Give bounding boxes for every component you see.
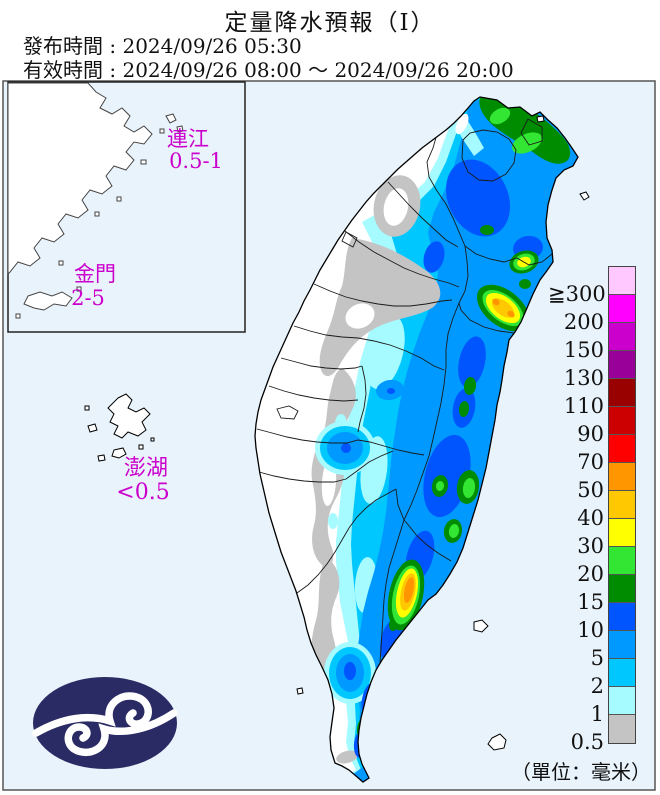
legend-swatch (609, 407, 635, 435)
legend-swatch (609, 547, 635, 575)
kinmen-value: 2-5 (71, 286, 105, 310)
penghu-main-island (107, 393, 151, 439)
legend-swatch (609, 715, 635, 743)
legend-swatch (609, 603, 635, 631)
precipitation-legend: ≧300 200 150 130 110 90 70 50 40 30 20 15 10 5 2 1 0.5 (548, 266, 636, 753)
legend-label: 30 (577, 534, 604, 558)
legend-colorbar (608, 266, 636, 744)
legend-label: 15 (577, 590, 604, 614)
valid-time: 2024/09/26 08:00 ～ 2024/09/26 20:00 (122, 58, 514, 82)
legend-label: ≧300 (548, 282, 606, 306)
legend-label: 1 (590, 702, 604, 726)
issued-label: 發布時間 : (23, 34, 117, 58)
county-boundaries (256, 118, 553, 663)
legend-swatch (609, 519, 635, 547)
unit-label: （單位：毫米） (511, 760, 651, 784)
legend-label: 2 (590, 674, 604, 698)
legend-label: 150 (563, 338, 604, 362)
legend-swatch (609, 491, 635, 519)
lienchiang-value: 0.5-1 (169, 149, 223, 173)
matsu-islands (165, 113, 177, 124)
valid-label: 有效時間 : (23, 58, 117, 82)
penghu-value: <0.5 (116, 480, 169, 505)
legend-label: 20 (577, 562, 604, 586)
penghu-label: 澎湖 (124, 456, 168, 481)
kinmen-island (23, 291, 73, 311)
legend-label: 50 (577, 478, 604, 502)
liuqiu-islet (296, 687, 304, 695)
orchid-island (487, 733, 507, 751)
kinmen-label: 金門 (74, 262, 116, 286)
valid-time-line: 有效時間 : 2024/09/26 08:00 ～ 2024/09/26 20:… (23, 54, 514, 83)
legend-swatch (609, 631, 635, 659)
legend-swatch (609, 659, 635, 687)
legend-label: 5 (590, 646, 604, 670)
legend-label: 130 (563, 366, 604, 390)
gueishan-islet (579, 191, 590, 201)
legend-swatch (609, 379, 635, 407)
issued-time-line: 發布時間 : 2024/09/26 05:30 (23, 30, 302, 59)
legend-swatch (609, 687, 635, 715)
green-island (473, 619, 489, 633)
legend-labels: ≧300 200 150 130 110 90 70 50 40 30 20 15 10 5 2 1 0.5 (548, 266, 608, 753)
legend-label: 70 (577, 450, 604, 474)
page-title: 定量降水預報（Ⅰ） (224, 10, 436, 36)
legend-label: 110 (563, 394, 604, 418)
cwa-logo (32, 677, 178, 769)
legend-swatch (609, 435, 635, 463)
legend-swatch (609, 463, 635, 491)
legend-swatch (609, 295, 635, 323)
legend-label: 40 (577, 506, 604, 530)
legend-swatch (609, 323, 635, 351)
logo-cloud-swirl (32, 692, 152, 737)
legend-swatch (609, 267, 635, 295)
legend-swatch (609, 575, 635, 603)
lienchiang-label: 連江 (167, 127, 209, 151)
offshore-islands (84, 115, 590, 751)
legend-label: 200 (563, 310, 604, 334)
issued-time: 2024/09/26 05:30 (122, 34, 302, 58)
legend-swatch (609, 351, 635, 379)
legend-label: 0.5 (570, 730, 604, 754)
legend-label: 90 (577, 422, 604, 446)
inset-map: 連江 0.5-1 金門 2-5 (7, 81, 246, 333)
keelung-islet (536, 115, 545, 123)
legend-label: 10 (577, 618, 604, 642)
